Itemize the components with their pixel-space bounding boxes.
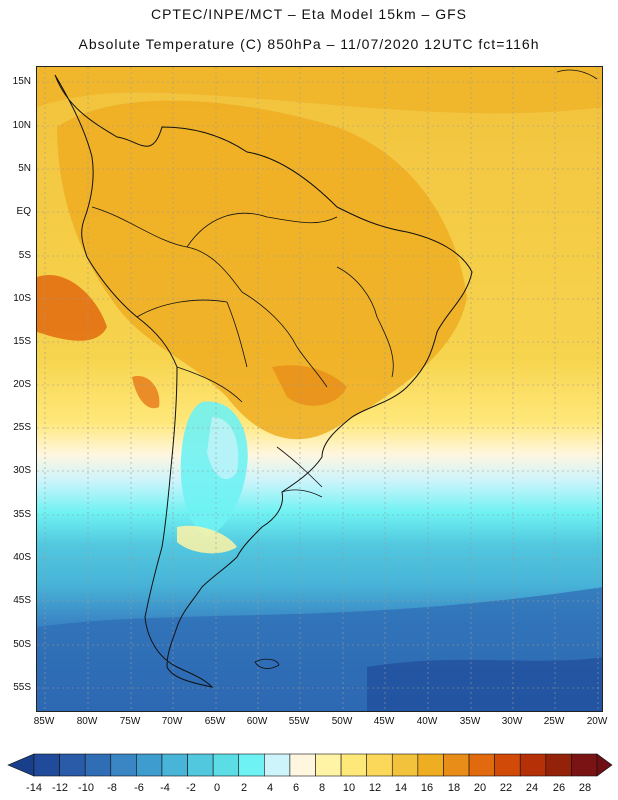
legend-label: -8	[107, 782, 117, 794]
lon-label: 65W	[204, 716, 226, 727]
legend-swatch	[468, 753, 495, 777]
legend-swatch	[391, 753, 419, 777]
lon-label: 85W	[33, 716, 55, 727]
legend-label: 28	[578, 782, 592, 794]
warm-core-region	[57, 100, 467, 440]
legend-label: 18	[447, 782, 461, 794]
legend-label: 4	[266, 782, 274, 794]
lon-label: 60W	[246, 716, 268, 727]
legend-label: 6	[292, 782, 300, 794]
legend-min-arrow	[7, 753, 35, 777]
hot-spot-andes	[132, 376, 160, 409]
lon-label: 80W	[76, 716, 98, 727]
lon-label: 20W	[586, 716, 608, 727]
lat-label: 25S	[13, 422, 31, 433]
legend-label: 24	[525, 782, 539, 794]
legend-label: 2	[240, 782, 248, 794]
legend-label: 14	[394, 782, 408, 794]
lat-label: 15S	[13, 336, 31, 347]
lon-label: 50W	[331, 716, 353, 727]
legend-swatch	[59, 753, 86, 777]
lat-label: 40S	[13, 552, 31, 563]
lat-label: 10S	[13, 293, 31, 304]
map-canvas	[37, 67, 602, 711]
lon-label: 25W	[543, 716, 565, 727]
lon-label: 55W	[288, 716, 310, 727]
legend-label: 8	[318, 782, 326, 794]
lat-label: 10N	[12, 120, 31, 131]
legend-swatch	[212, 753, 240, 777]
map-subtitle: Absolute Temperature (C) 850hPa – 11/07/…	[78, 36, 540, 52]
falkland-islands	[254, 658, 280, 669]
lat-label: 20S	[13, 379, 31, 390]
legend-swatch	[340, 753, 367, 777]
legend-swatch	[571, 753, 598, 777]
northern-warm-band	[37, 67, 602, 114]
legend-label: 26	[552, 782, 566, 794]
legend-swatch	[33, 753, 60, 777]
legend-label: 20	[473, 782, 487, 794]
legend-swatch	[366, 753, 393, 777]
legend-label: -10	[78, 782, 94, 794]
lat-label: EQ	[16, 206, 31, 217]
temperature-map	[36, 66, 603, 712]
legend-label: 16	[420, 782, 434, 794]
legend-swatch	[187, 753, 214, 777]
legend-label: 0	[213, 782, 221, 794]
legend-label: -6	[134, 782, 144, 794]
lon-label: 40W	[416, 716, 438, 727]
legend-label: -12	[52, 782, 68, 794]
legend-label: -14	[26, 782, 42, 794]
caribbean-islands	[556, 69, 598, 80]
color-legend	[7, 753, 613, 777]
legend-swatch	[289, 753, 316, 777]
map-title: CPTEC/INPE/MCT – Eta Model 15km – GFS	[150, 6, 468, 22]
lat-label: 5N	[18, 163, 31, 174]
lon-label: 45W	[373, 716, 395, 727]
legend-label: -4	[160, 782, 170, 794]
lat-label: 15N	[12, 76, 31, 87]
legend-swatch	[84, 753, 112, 777]
legend-swatch	[264, 753, 291, 777]
legend-label: 22	[499, 782, 513, 794]
lat-label: 35S	[13, 509, 31, 520]
legend-swatch	[519, 753, 547, 777]
legend-swatch	[136, 753, 163, 777]
cold-plume-core	[207, 417, 239, 480]
country-borders	[91, 206, 394, 498]
legend-swatch	[238, 753, 265, 777]
south-america-coastline	[54, 74, 473, 688]
legend-swatch	[315, 753, 342, 777]
lon-label: 70W	[161, 716, 183, 727]
legend-swatch	[443, 753, 470, 777]
warm-pocket-patagonia	[177, 525, 237, 554]
lon-label: 75W	[119, 716, 141, 727]
lat-label: 30S	[13, 465, 31, 476]
lat-label: 55S	[13, 682, 31, 693]
legend-swatch	[494, 753, 521, 777]
lon-label: 30W	[501, 716, 523, 727]
legend-label: 10	[342, 782, 356, 794]
legend-swatch	[161, 753, 188, 777]
legend-max-arrow	[596, 753, 613, 777]
legend-swatch	[545, 753, 572, 777]
legend-label: 12	[368, 782, 382, 794]
lat-label: 45S	[13, 595, 31, 606]
hot-spot-peru	[37, 275, 107, 341]
deep-cold-southeast	[367, 657, 602, 711]
lon-label: 35W	[459, 716, 481, 727]
hot-spot-paraguay	[272, 365, 347, 406]
lat-label: 5S	[18, 250, 31, 261]
legend-label: -2	[186, 782, 196, 794]
lat-label: 50S	[13, 639, 31, 650]
legend-swatch	[417, 753, 444, 777]
legend-swatch	[110, 753, 137, 777]
